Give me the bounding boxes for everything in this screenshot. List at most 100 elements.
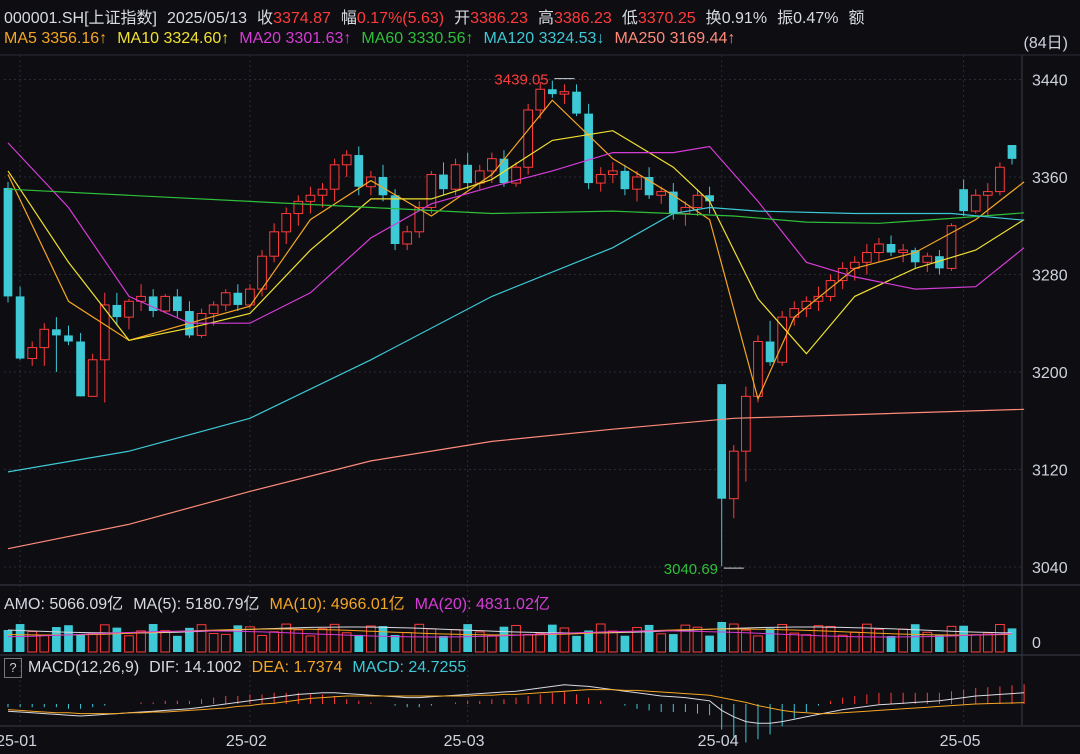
amo-bar (765, 628, 775, 652)
candle-body (390, 195, 400, 245)
macd-legend: ? MACD(12,26,9) DIF: 14.1002 DEA: 1.7374 MAC… (4, 658, 476, 678)
amo-bar (426, 628, 437, 653)
amo-legend-item: MA(10): 4966.01亿 (269, 596, 404, 613)
candle (995, 162, 1005, 196)
macd-legend-item: DIF: 14.1002 (149, 659, 242, 676)
quote-open-label-group: 开3386.23 (454, 10, 528, 27)
candle (281, 207, 292, 245)
amo-bar (620, 635, 630, 652)
candle-body (245, 288, 255, 306)
candle (27, 341, 38, 366)
candle (1007, 145, 1017, 165)
quote-close-value: 3374.87 (273, 10, 331, 27)
ma-legend-value: 3301.63↑ (285, 30, 352, 47)
amo-bar (717, 622, 727, 652)
amo-bar (607, 630, 618, 653)
quote-date: 2025/05/13 (166, 10, 248, 27)
quote-low-label: 低 (621, 10, 638, 27)
ma-line-ma10 (7, 130, 1025, 355)
amo-legend-value: 4966.01亿 (330, 596, 405, 613)
quote-close-label: 收 (257, 10, 274, 27)
ma-line-ma60 (7, 188, 1025, 224)
macd-dif-line (7, 684, 1025, 724)
candle (535, 81, 546, 119)
candle-body (220, 292, 231, 306)
amo-bar (366, 625, 376, 653)
candle-body (124, 300, 134, 318)
candle (982, 183, 993, 216)
candle (728, 445, 739, 519)
candle-body (233, 292, 243, 305)
candle-body (52, 329, 61, 336)
candle (329, 158, 340, 202)
candle (414, 201, 425, 238)
amo-bar (220, 633, 231, 653)
candle (898, 244, 908, 263)
amo-bar (959, 625, 968, 652)
candle-body (426, 174, 437, 208)
amo-bar (317, 628, 328, 653)
candle-body (959, 189, 968, 212)
x-tick-label: 25-04 (698, 733, 739, 750)
candle-body (523, 109, 533, 168)
amo-bar (849, 631, 860, 653)
quote-change-value: 0.17%(5.63) (356, 10, 445, 27)
candle (946, 223, 957, 271)
candle (656, 186, 667, 204)
candle (378, 164, 388, 202)
amo-bar (946, 625, 957, 653)
candle-body (572, 91, 581, 114)
y-tick-label: 3040 (1032, 560, 1068, 577)
amo-legend-item: MA(20): 4831.02亿 (415, 596, 550, 613)
amo-bar (329, 623, 340, 653)
candle-body (595, 174, 606, 184)
candle (208, 301, 219, 326)
amo-bar (632, 626, 642, 653)
candle-body (656, 191, 667, 196)
amo-bar (547, 624, 557, 652)
candle-body (317, 188, 328, 196)
amo-bar (390, 635, 400, 652)
amo-bar (15, 624, 25, 652)
amo-bar (439, 635, 448, 652)
amo-bar (172, 635, 182, 652)
amo-legend-value: 5066.09亿 (49, 596, 124, 613)
candle-body (547, 89, 557, 95)
candle-body (741, 395, 751, 452)
ma-legend-value: 3356.16↑ (41, 30, 108, 47)
candle (777, 311, 788, 366)
y-tick-label: 3200 (1032, 365, 1068, 382)
candle-body (87, 359, 98, 397)
candle-body (499, 158, 509, 184)
candle (511, 162, 521, 187)
help-icon[interactable]: ? (4, 658, 22, 678)
candle-body (112, 304, 122, 318)
amo-bar (281, 623, 292, 653)
quote-amount-label-group: 额 (848, 10, 864, 27)
ma-legend-label: MA250 (614, 30, 670, 47)
amo-legend: AMO: 5066.09亿 MA(5): 5180.79亿 MA(10): 4966… (4, 590, 560, 614)
amo-bar (511, 624, 521, 653)
candle (52, 317, 61, 372)
x-tick-label: 25-05 (940, 733, 981, 750)
ma-legend-label: MA20 (239, 30, 286, 47)
ma-legend-item: MA5 3356.16↑ (4, 30, 107, 47)
period-selector[interactable]: (84日) (1023, 35, 1068, 52)
ma-line-ma120 (7, 206, 1025, 473)
amo-bar (982, 632, 993, 653)
amo-legend-value: 4831.02亿 (476, 596, 550, 613)
candle (293, 195, 304, 226)
candle-body (910, 250, 920, 263)
amo-bar (970, 634, 981, 653)
amo-bar (487, 634, 497, 653)
candle (559, 84, 570, 104)
candle-body (378, 176, 388, 196)
candle-body (414, 206, 425, 233)
amo-bar (861, 623, 872, 653)
y-tick-label: 3360 (1032, 170, 1068, 187)
candle (15, 286, 25, 360)
ma-legend-label: MA10 (117, 30, 164, 47)
candle-body (705, 195, 714, 202)
candle-body (668, 191, 678, 214)
